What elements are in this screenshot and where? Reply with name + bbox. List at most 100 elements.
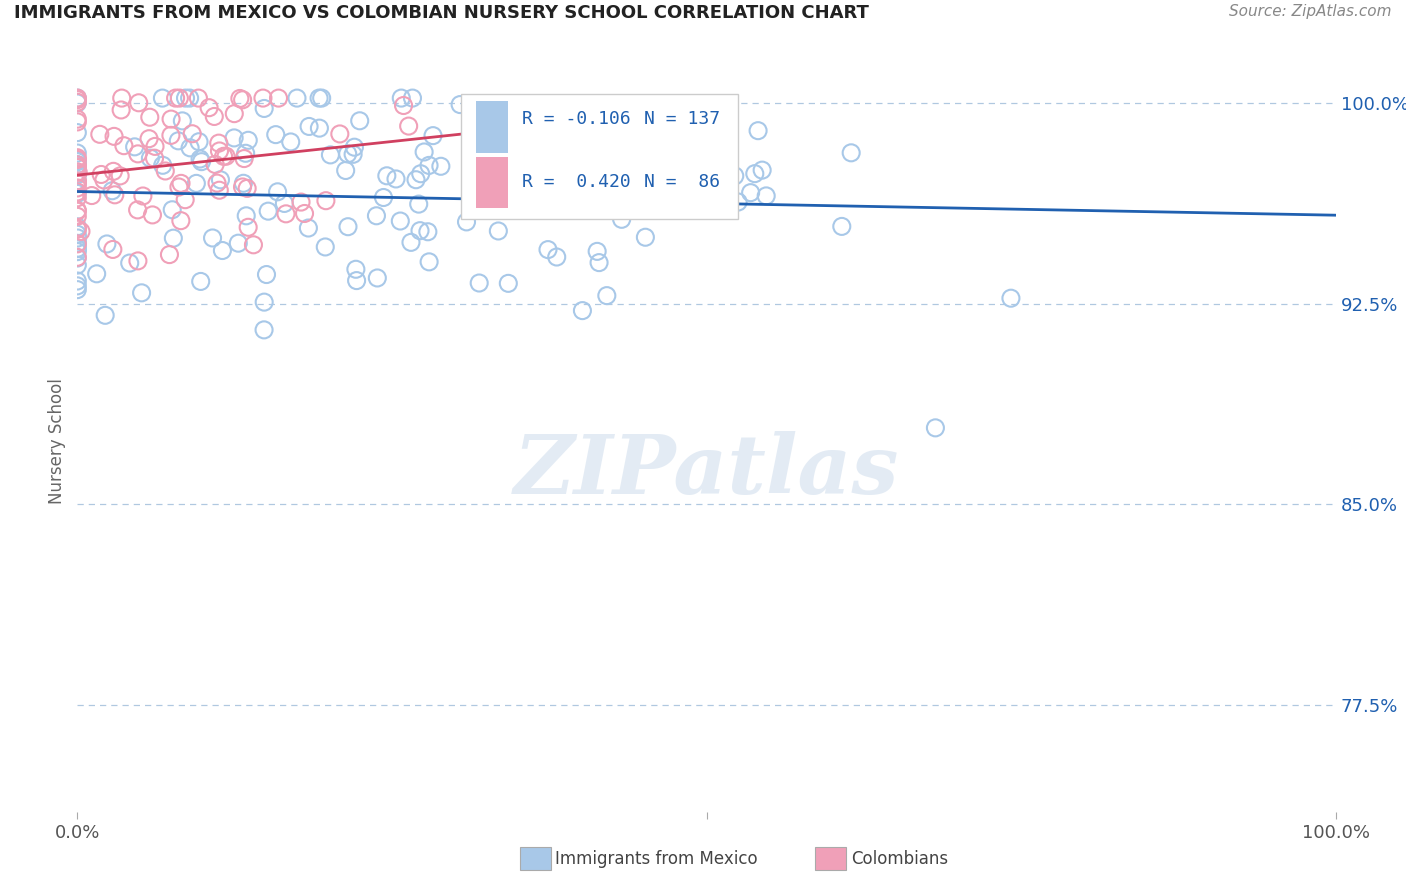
Point xyxy=(256,268,278,282)
Point xyxy=(66,236,89,251)
Point xyxy=(66,174,89,188)
Point xyxy=(66,95,89,110)
Point xyxy=(298,120,321,134)
Point xyxy=(693,128,716,142)
Point xyxy=(66,236,89,251)
Point xyxy=(408,197,430,211)
Point xyxy=(66,250,89,264)
Point xyxy=(232,176,254,190)
Point xyxy=(588,255,610,269)
Point xyxy=(311,91,333,105)
Point xyxy=(290,195,312,210)
Point xyxy=(315,194,337,208)
Point xyxy=(66,283,89,297)
Point xyxy=(294,206,316,220)
Point xyxy=(172,114,194,128)
Point xyxy=(405,172,427,186)
Point xyxy=(66,174,89,188)
Point xyxy=(104,187,127,202)
FancyBboxPatch shape xyxy=(477,156,508,209)
Point xyxy=(336,146,359,161)
Point xyxy=(235,209,257,223)
Point xyxy=(253,323,276,337)
Point xyxy=(744,167,766,181)
Point xyxy=(89,128,111,142)
Point xyxy=(319,148,342,162)
Point xyxy=(66,151,89,165)
Point xyxy=(537,243,560,257)
Point xyxy=(229,91,252,105)
Point xyxy=(103,164,125,178)
Point xyxy=(179,141,201,155)
Point xyxy=(138,132,160,146)
Point xyxy=(139,110,162,124)
Point xyxy=(167,134,190,148)
Point xyxy=(257,204,280,219)
Point xyxy=(66,146,89,161)
Point xyxy=(66,168,89,182)
Point xyxy=(571,303,593,318)
Point xyxy=(70,224,93,238)
Point xyxy=(127,146,149,161)
Point xyxy=(546,250,568,264)
Point xyxy=(66,274,89,288)
Point xyxy=(1000,291,1022,305)
Point xyxy=(724,169,747,183)
Point xyxy=(252,91,274,105)
Point xyxy=(456,215,478,229)
Point xyxy=(101,243,124,257)
Text: Colombians: Colombians xyxy=(851,850,948,868)
FancyBboxPatch shape xyxy=(461,94,738,219)
Point xyxy=(118,256,141,270)
Point xyxy=(233,152,256,166)
Point xyxy=(66,167,89,181)
Point xyxy=(66,154,89,169)
Point xyxy=(498,277,520,291)
Point xyxy=(346,274,368,288)
Point xyxy=(67,165,90,179)
Point xyxy=(66,154,89,169)
Point xyxy=(343,140,366,154)
Point xyxy=(430,159,453,173)
Point xyxy=(226,236,249,251)
Point xyxy=(401,91,423,105)
Point xyxy=(224,131,246,145)
Point xyxy=(253,102,276,116)
Point xyxy=(181,127,204,141)
Point xyxy=(266,185,288,199)
Point xyxy=(132,189,155,203)
Point xyxy=(235,146,257,161)
Point xyxy=(280,135,302,149)
Point xyxy=(66,186,89,201)
Point xyxy=(66,204,89,219)
Point xyxy=(190,275,212,289)
Point xyxy=(232,93,254,107)
Point xyxy=(418,255,440,269)
Text: IMMIGRANTS FROM MEXICO VS COLOMBIAN NURSERY SCHOOL CORRELATION CHART: IMMIGRANTS FROM MEXICO VS COLOMBIAN NURS… xyxy=(14,4,869,22)
Point xyxy=(66,222,89,236)
Text: R =  0.420: R = 0.420 xyxy=(522,173,630,192)
Point xyxy=(543,159,565,173)
Point xyxy=(468,276,491,290)
Point xyxy=(530,178,553,193)
Point xyxy=(409,224,432,238)
Point xyxy=(66,161,89,175)
Point xyxy=(344,262,367,277)
Point xyxy=(274,207,297,221)
Point xyxy=(208,183,231,197)
Point xyxy=(80,188,103,202)
Point xyxy=(160,128,183,143)
Point xyxy=(66,203,89,218)
Point xyxy=(188,152,211,166)
Point xyxy=(389,91,412,105)
Point xyxy=(297,221,319,235)
Point xyxy=(66,160,89,174)
Point xyxy=(143,139,166,153)
Text: N = 137: N = 137 xyxy=(644,111,720,128)
Point xyxy=(159,247,181,261)
Point xyxy=(366,271,388,285)
Point xyxy=(66,95,89,110)
Point xyxy=(526,111,548,125)
Point xyxy=(66,158,89,172)
Point xyxy=(727,194,749,209)
